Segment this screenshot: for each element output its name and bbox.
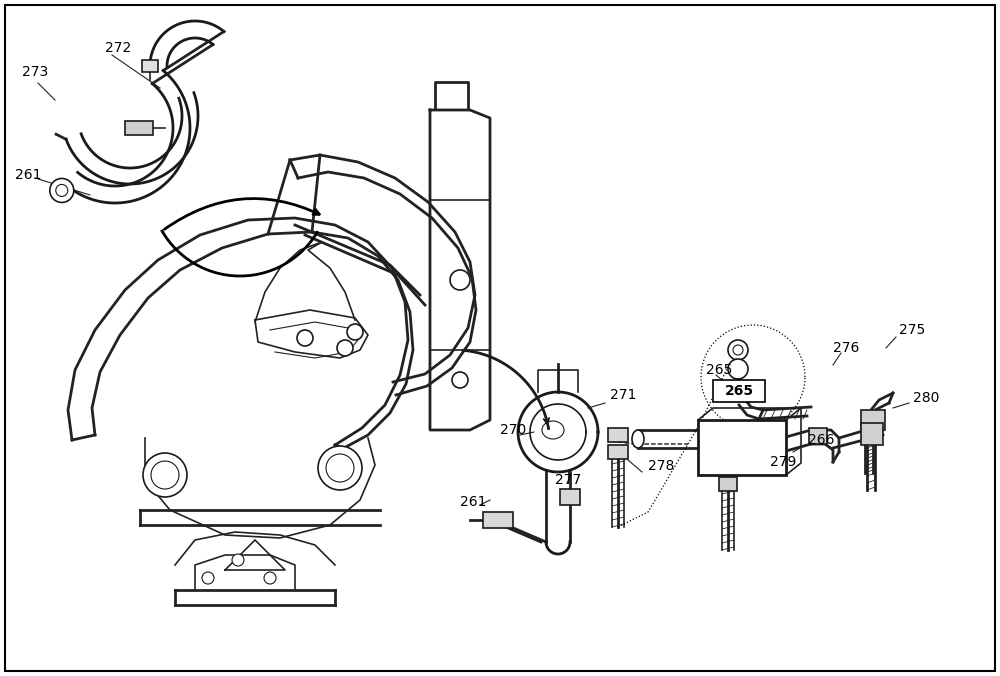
Bar [608, 428, 628, 442]
Circle shape [232, 554, 244, 566]
Bar [861, 410, 885, 430]
Bar [713, 380, 765, 402]
Text: 266: 266 [808, 433, 834, 447]
Circle shape [297, 330, 313, 346]
Ellipse shape [632, 430, 644, 448]
Text: 280: 280 [913, 391, 939, 405]
Text: 276: 276 [833, 341, 859, 355]
Text: 272: 272 [105, 41, 131, 55]
Circle shape [450, 270, 470, 290]
Text: 278: 278 [648, 459, 674, 473]
Circle shape [326, 454, 354, 482]
Text: 261: 261 [15, 168, 42, 182]
Text: 271: 271 [610, 388, 636, 402]
Text: 261: 261 [460, 495, 486, 509]
Text: 275: 275 [899, 323, 925, 337]
Bar [483, 512, 513, 528]
Circle shape [143, 453, 187, 497]
Circle shape [318, 446, 362, 490]
Circle shape [264, 572, 276, 584]
Circle shape [452, 372, 468, 388]
Circle shape [728, 340, 748, 360]
Text: 265: 265 [724, 384, 754, 398]
Circle shape [50, 178, 74, 202]
Ellipse shape [542, 421, 564, 439]
Text: 277: 277 [555, 473, 581, 487]
Bar [560, 489, 580, 505]
Bar [719, 477, 737, 491]
Circle shape [56, 185, 68, 197]
Bar [125, 121, 153, 135]
Bar [698, 420, 786, 475]
Circle shape [202, 572, 214, 584]
Circle shape [728, 359, 748, 379]
Bar [861, 423, 883, 445]
Text: 265: 265 [706, 363, 732, 377]
Bar [809, 428, 827, 444]
Circle shape [337, 340, 353, 356]
Text: 273: 273 [22, 65, 48, 79]
Circle shape [347, 324, 363, 340]
Circle shape [733, 345, 743, 355]
Text: 270: 270 [500, 423, 526, 437]
Text: 279: 279 [770, 455, 796, 469]
Bar [142, 60, 158, 72]
Circle shape [151, 461, 179, 489]
Bar [608, 445, 628, 459]
